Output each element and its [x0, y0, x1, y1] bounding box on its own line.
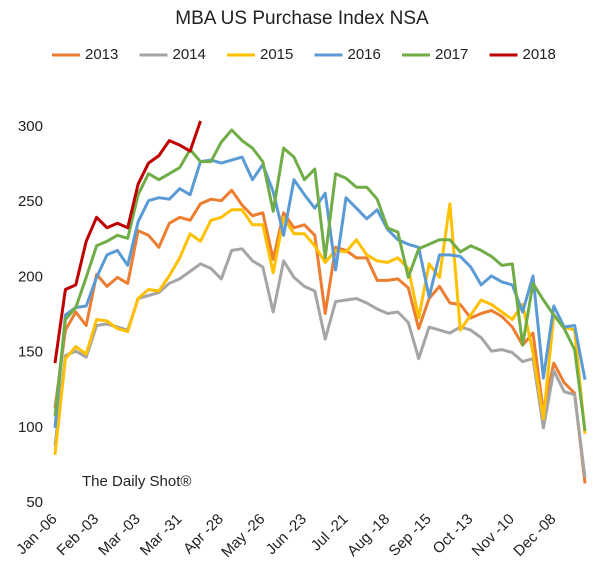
x-tick-label: Dec -08: [510, 511, 559, 560]
legend-label: 2013: [85, 46, 118, 63]
legend-label: 2017: [435, 46, 468, 63]
x-tick-label: May -26: [218, 511, 268, 561]
x-tick-label: Nov -10: [469, 511, 518, 560]
series-line: [53, 247, 587, 478]
legend-label: 2016: [348, 46, 381, 63]
legend-label: 2014: [173, 46, 206, 63]
series-line: [53, 120, 202, 364]
x-tick-label: Oct -13: [430, 511, 477, 558]
x-tick-label: Jan -06: [13, 511, 60, 558]
x-tick-label: Mar -03: [95, 511, 144, 560]
series-line: [53, 202, 587, 456]
legend-label: 2015: [260, 46, 293, 63]
x-tick-label: Mar -31: [137, 511, 186, 560]
y-tick-label: 100: [18, 419, 43, 436]
x-tick-label: Sep -15: [386, 511, 435, 560]
chart-title: MBA US Purchase Index NSA: [175, 8, 429, 29]
y-tick-label: 50: [26, 494, 43, 511]
annotation: The Daily Shot®: [82, 473, 191, 490]
y-tick-label: 150: [18, 344, 43, 361]
y-tick-label: 200: [18, 268, 43, 285]
x-tick-label: Feb -03: [54, 511, 103, 560]
y-tick-label: 250: [18, 193, 43, 210]
series-line: [53, 128, 587, 431]
legend-label: 2018: [523, 46, 556, 63]
x-tick-label: Aug -18: [344, 511, 393, 560]
x-tick-label: Jun -23: [263, 511, 310, 558]
y-tick-label: 300: [18, 118, 43, 135]
series-line: [53, 188, 587, 484]
